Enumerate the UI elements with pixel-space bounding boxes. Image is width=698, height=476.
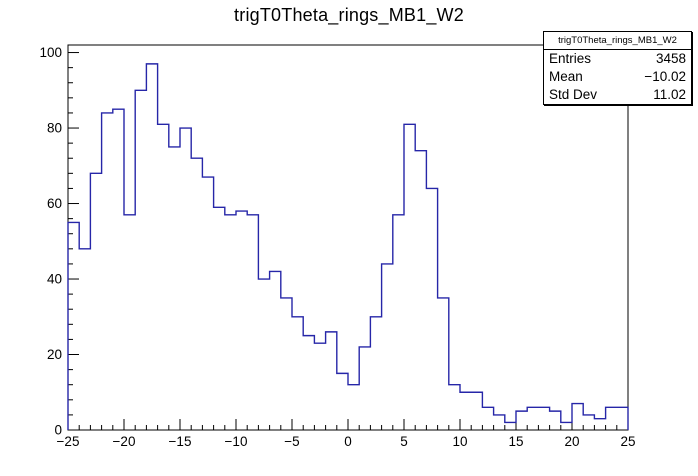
histogram-path	[67, 63, 629, 430]
x-tick-label: −20	[113, 434, 136, 449]
x-tick-label: −25	[57, 434, 80, 449]
y-axis-ticks	[68, 52, 79, 431]
stats-value-mean: −10.02	[644, 69, 686, 84]
y-tick-label: 40	[47, 272, 62, 287]
stats-value-stddev: 11.02	[653, 87, 686, 102]
x-tick-label: −10	[225, 434, 248, 449]
stats-box: trigT0Theta_rings_MB1_W2 Entries 3458 Me…	[543, 31, 692, 105]
y-axis-labels: 0 20 40 60 80 100	[39, 45, 62, 437]
x-axis-ticks	[67, 419, 629, 430]
x-tick-label: 0	[344, 434, 352, 449]
stats-label-entries: Entries	[549, 51, 592, 66]
chart-title: trigT0Theta_rings_MB1_W2	[234, 5, 464, 25]
x-tick-label: 5	[400, 434, 408, 449]
x-tick-label: −5	[284, 434, 299, 449]
y-tick-label: 80	[47, 121, 62, 136]
x-tick-label: −15	[169, 434, 192, 449]
stats-row-stddev: Std Dev 11.02	[544, 86, 691, 104]
y-tick-label: 0	[54, 423, 62, 438]
y-tick-label: 20	[47, 347, 62, 362]
x-tick-label: 20	[564, 434, 579, 449]
x-axis-labels: −25 −20 −15 −10 −5 0 5 10 15 20 25	[57, 434, 636, 449]
stats-label-mean: Mean	[549, 69, 583, 84]
stats-box-title: trigT0Theta_rings_MB1_W2	[544, 32, 691, 50]
x-tick-label: 10	[452, 434, 467, 449]
stats-row-mean: Mean −10.02	[544, 68, 691, 86]
stats-value-entries: 3458	[655, 51, 686, 66]
stats-label-stddev: Std Dev	[549, 87, 598, 102]
y-tick-label: 100	[39, 45, 62, 60]
stats-row-entries: Entries 3458	[544, 50, 691, 68]
histogram-line	[67, 63, 629, 430]
x-tick-label: 25	[620, 434, 635, 449]
y-tick-label: 60	[47, 196, 62, 211]
x-tick-label: 15	[508, 434, 523, 449]
